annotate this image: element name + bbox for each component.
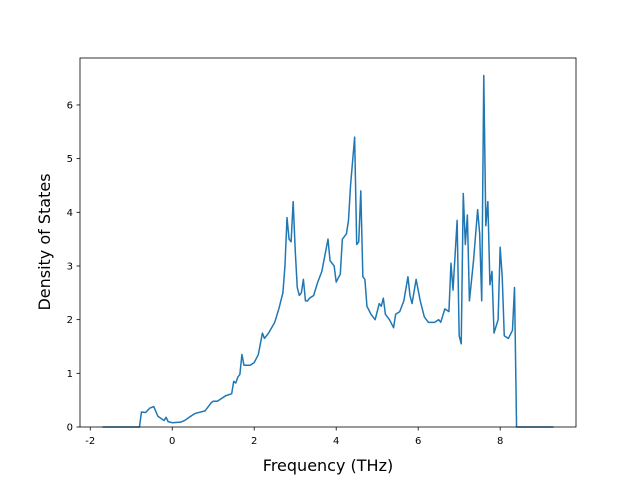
y-tick-label: 1 bbox=[67, 369, 73, 380]
x-tick-label: 6 bbox=[415, 436, 421, 447]
y-tick-label: 6 bbox=[67, 100, 73, 111]
y-tick-label: 3 bbox=[67, 261, 73, 272]
y-tick-label: 5 bbox=[67, 154, 73, 165]
x-tick-label: 8 bbox=[497, 436, 503, 447]
y-tick-label: 0 bbox=[67, 423, 73, 434]
y-tick-label: 2 bbox=[67, 315, 73, 326]
x-tick-label: 2 bbox=[251, 436, 257, 447]
x-axis-label: Frequency (THz) bbox=[263, 456, 393, 475]
y-tick-label: 4 bbox=[67, 208, 73, 219]
plot-frame bbox=[79, 57, 577, 428]
x-tick-label: -2 bbox=[85, 436, 95, 447]
x-tick-label: 0 bbox=[169, 436, 175, 447]
line-series bbox=[102, 74, 554, 428]
x-tick-label: 4 bbox=[333, 436, 339, 447]
y-axis-label: Density of States bbox=[35, 173, 54, 310]
